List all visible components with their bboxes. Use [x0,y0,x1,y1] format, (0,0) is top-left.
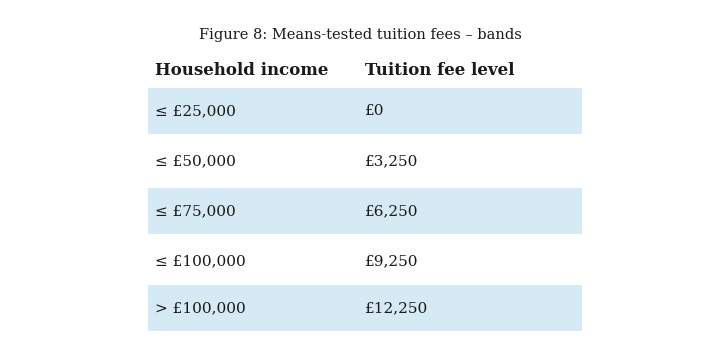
Bar [148,285,582,331]
Text: ≤ £100,000: ≤ £100,000 [155,254,246,268]
Text: > £100,000: > £100,000 [155,301,246,315]
Text: £9,250: £9,250 [365,254,418,268]
Text: £6,250: £6,250 [365,204,418,218]
Text: Household income: Household income [155,62,328,79]
Text: ≤ £25,000: ≤ £25,000 [155,104,236,118]
Text: Figure 8: Means-tested tuition fees – bands: Figure 8: Means-tested tuition fees – ba… [199,28,521,42]
Text: ≤ £50,000: ≤ £50,000 [155,154,236,168]
Text: £3,250: £3,250 [365,154,418,168]
Text: £0: £0 [365,104,384,118]
Bar [148,88,582,134]
Bar [148,188,582,234]
Text: ≤ £75,000: ≤ £75,000 [155,204,235,218]
Text: £12,250: £12,250 [365,301,428,315]
Text: Tuition fee level: Tuition fee level [365,62,515,79]
